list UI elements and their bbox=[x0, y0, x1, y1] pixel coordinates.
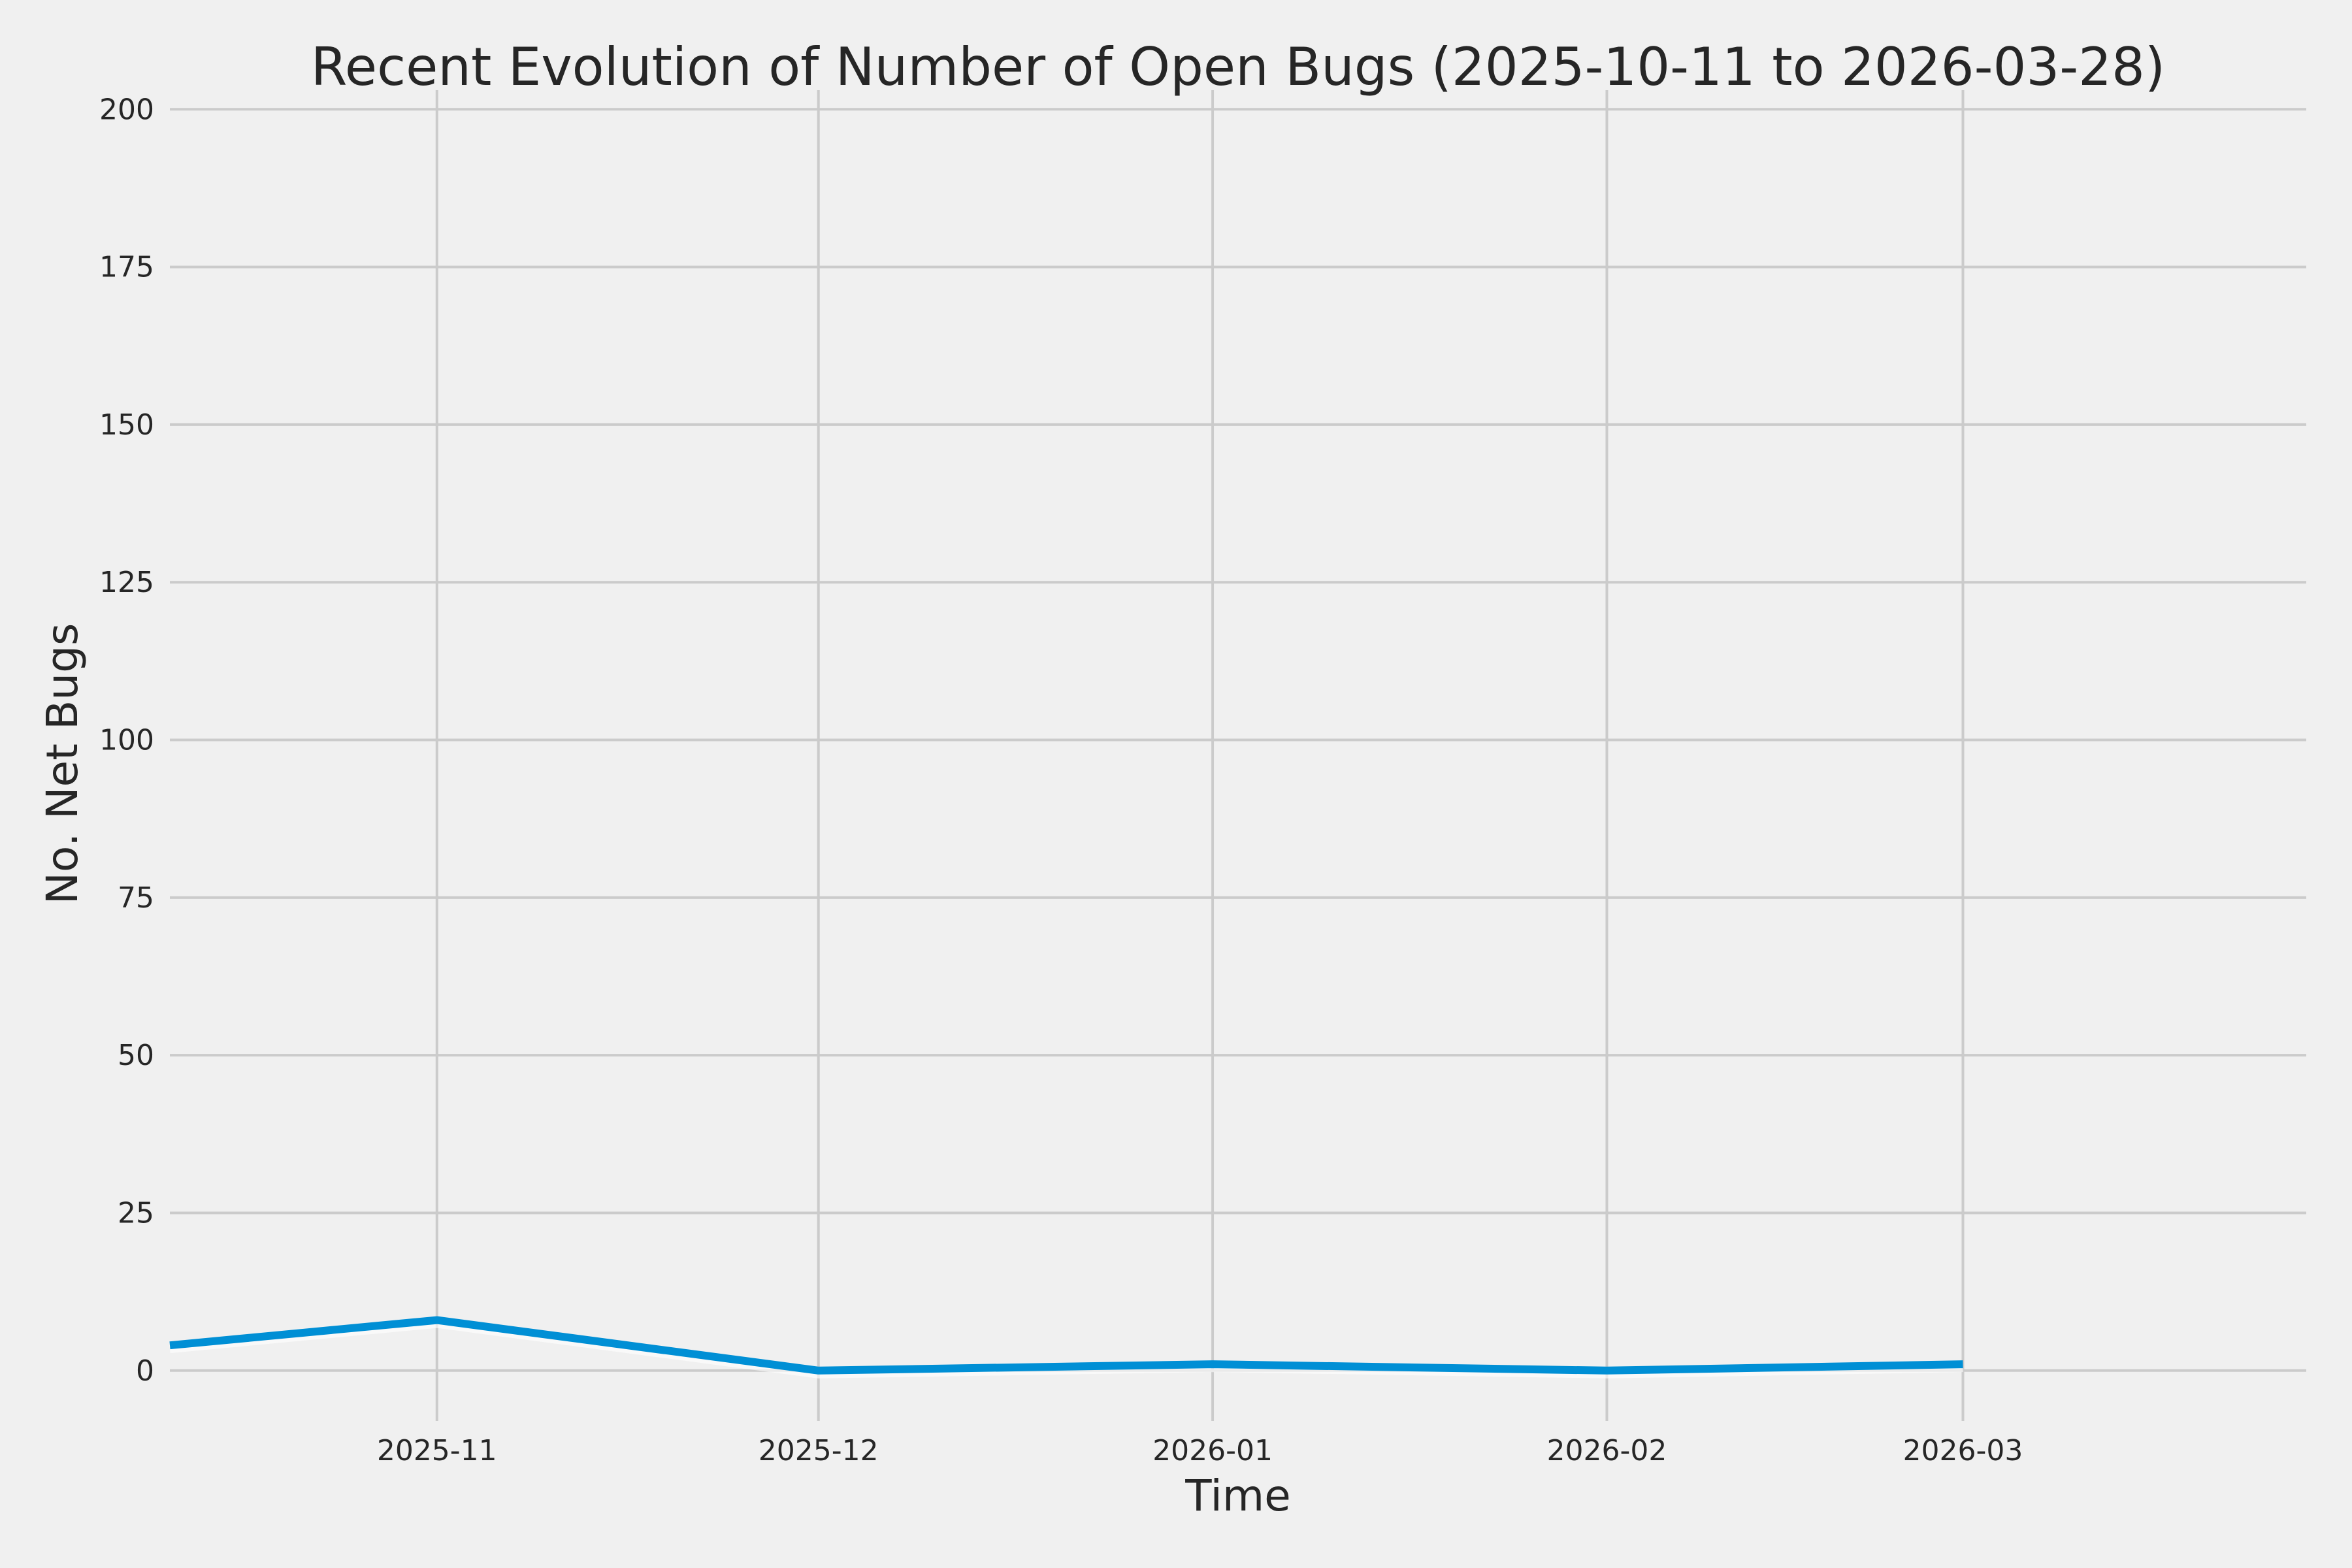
x-tick-label: 2026-01 bbox=[1152, 1434, 1273, 1467]
y-tick-label: 100 bbox=[99, 724, 154, 757]
y-tick-label: 50 bbox=[118, 1039, 154, 1072]
x-tick-labels: 2025-11 2025-12 2026-01 2026-02 2026-03 bbox=[377, 1434, 2023, 1467]
chart-title: Recent Evolution of Number of Open Bugs … bbox=[311, 37, 2165, 97]
x-axis-label: Time bbox=[1184, 1471, 1291, 1521]
y-tick-label: 0 bbox=[136, 1354, 154, 1388]
y-tick-label: 125 bbox=[99, 566, 154, 599]
y-tick-label: 200 bbox=[99, 93, 154, 126]
y-axis-label: No. Net Bugs bbox=[37, 623, 88, 905]
series-layer bbox=[169, 1316, 1963, 1379]
y-gridlines bbox=[170, 108, 2306, 1372]
y-tick-label: 150 bbox=[99, 408, 154, 442]
y-tick-label: 175 bbox=[99, 251, 154, 284]
y-tick-label: 75 bbox=[118, 881, 154, 915]
y-tick-labels: 0 25 50 75 100 125 150 175 200 bbox=[99, 93, 154, 1387]
x-tick-label: 2025-11 bbox=[377, 1434, 497, 1467]
y-tick-label: 25 bbox=[118, 1196, 154, 1230]
series-line bbox=[169, 1316, 1963, 1375]
x-gridlines bbox=[435, 90, 1965, 1421]
x-tick-label: 2026-03 bbox=[1903, 1434, 2023, 1467]
x-tick-label: 2025-12 bbox=[759, 1434, 879, 1467]
x-tick-label: 2026-02 bbox=[1547, 1434, 1667, 1467]
